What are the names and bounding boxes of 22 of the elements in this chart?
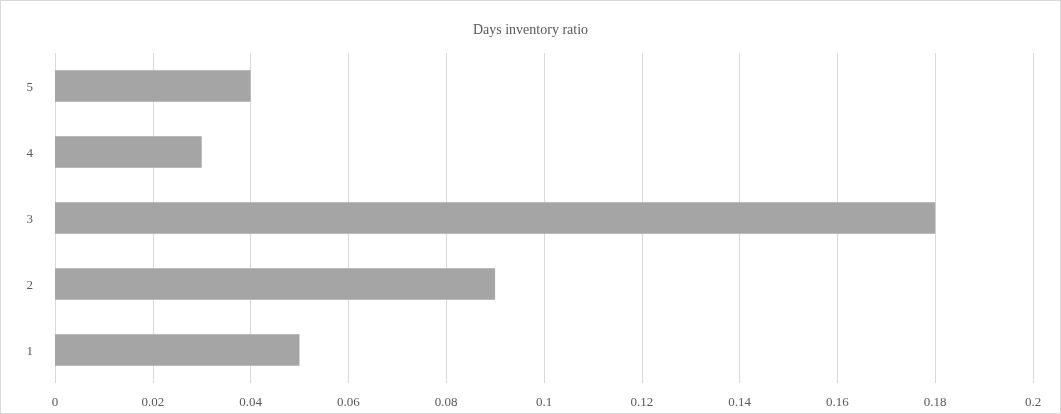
bar — [55, 334, 300, 366]
bar — [55, 70, 251, 102]
x-tick-label: 0.14 — [728, 394, 752, 409]
y-tick-label: 1 — [26, 342, 33, 358]
x-tick-label: 0.2 — [1024, 394, 1042, 409]
y-tick-label: 2 — [26, 276, 33, 292]
x-tick-label: 0.16 — [826, 394, 850, 409]
y-tick-label: 5 — [26, 78, 33, 94]
x-tick-label: 0.04 — [239, 394, 263, 409]
x-tick-label: 0 — [51, 394, 59, 409]
y-tick-label: 4 — [26, 144, 34, 160]
bar — [55, 202, 936, 234]
y-tick-label: 3 — [26, 210, 33, 226]
x-tick-label: 0.12 — [630, 394, 654, 409]
x-tick-label: 0.02 — [141, 394, 165, 409]
x-tick-label: 0.1 — [535, 394, 553, 409]
x-tick-label: 0.06 — [337, 394, 361, 409]
bar — [55, 136, 202, 168]
x-tick-label: 0.18 — [923, 394, 947, 409]
chart-title: Days inventory ratio — [472, 21, 589, 37]
x-tick-label: 0.08 — [434, 394, 458, 409]
bar — [55, 268, 496, 300]
